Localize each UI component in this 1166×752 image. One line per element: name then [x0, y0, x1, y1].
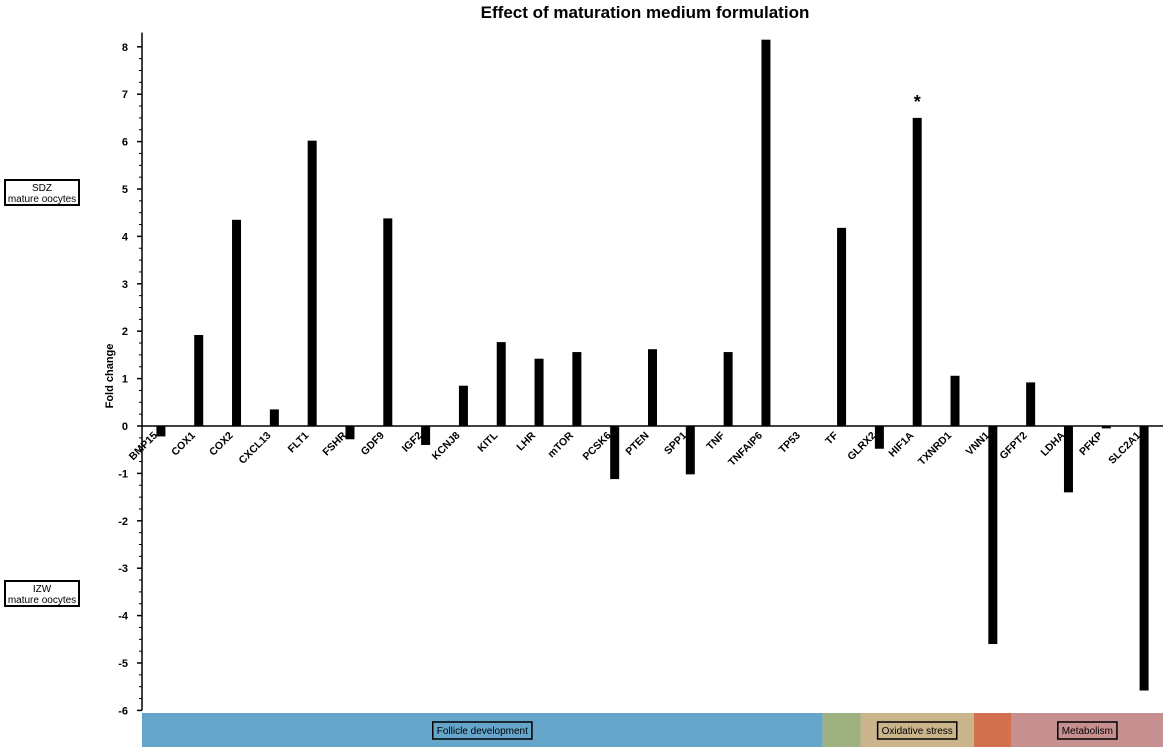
y-tick-label: 0 [122, 421, 128, 433]
bar-cxcl13 [269, 409, 279, 426]
x-tick-label-cox2: COX2 [207, 430, 236, 459]
bar-tnf [723, 352, 733, 426]
x-tick-label-ldha: LDHA [1038, 429, 1067, 458]
x-tick-label-glrx2: GLRX2 [845, 430, 878, 463]
y-tick-label: -3 [118, 563, 128, 575]
group-band-segment [822, 713, 861, 747]
x-tick-label-cox1: COX1 [169, 430, 198, 459]
sdz-label-line2: mature oocytes [7, 194, 77, 205]
significance-marker: * [914, 92, 921, 112]
sdz-side-label: SDZ mature oocytes [4, 179, 80, 206]
bar-slc2a1 [1139, 426, 1149, 691]
bar-mtor [572, 352, 582, 426]
y-ticks: -6 -5 -4 -3 -2 -1 0 1 2 3 4 5 6 7 8 [118, 42, 142, 717]
bar-ldha [1063, 426, 1073, 493]
group-band-segment [860, 713, 974, 747]
x-tick-label-cxcl13: CXCL13 [237, 430, 274, 467]
y-tick-label: 3 [122, 279, 128, 291]
bar-flt1 [307, 140, 317, 427]
x-tick-label-tf: TF [823, 429, 841, 447]
group-label: Follicle development [437, 726, 528, 737]
x-tick-label-kitl: KITL [475, 429, 500, 454]
bar-spp1 [685, 426, 695, 475]
y-tick-label: 1 [122, 374, 128, 386]
y-tick-label: 2 [122, 326, 128, 338]
annotations: * [914, 92, 921, 112]
bar-tnfaip6 [761, 39, 771, 426]
y-tick-label: -2 [118, 516, 128, 528]
bar-igf2 [421, 426, 431, 445]
bar-bmp15 [156, 426, 166, 437]
bar-lhr [534, 358, 544, 426]
x-tick-label-gdf9: GDF9 [359, 430, 387, 458]
x-tick-label-slc2a1: SLC2A1 [1106, 430, 1143, 467]
bars [156, 39, 1149, 691]
group-label: Oxidative stress [882, 726, 953, 737]
x-tick-label-pfkp: PFKP [1077, 430, 1105, 458]
x-tick-label-spp1: SPP1 [662, 430, 690, 458]
x-tick-label-pcsk6: PCSK6 [581, 430, 614, 463]
group-label-box [876, 721, 958, 740]
group-band-segment [973, 713, 1012, 747]
bar-hif1a [912, 117, 922, 427]
y-tick-label: -5 [118, 658, 128, 670]
x-tick-label-kcnj8: KCNJ8 [430, 430, 463, 463]
x-tick-label-igf2: IGF2 [400, 430, 425, 455]
izw-side-label: IZW mature oocytes [4, 580, 80, 607]
y-tick-label: -6 [118, 705, 128, 717]
bar-kitl [496, 342, 506, 426]
y-tick-label: -4 [118, 611, 129, 623]
y-tick-label: 8 [122, 42, 128, 54]
group-label: Metabolism [1062, 726, 1113, 737]
x-tick-label-tp53: TP53 [777, 430, 803, 456]
bar-vnn1 [988, 426, 998, 645]
bar-pten [648, 349, 657, 426]
y-tick-label: 5 [122, 184, 128, 196]
group-label-box [431, 721, 533, 740]
x-tick-label-tnfaip6: TNFAIP6 [726, 430, 765, 469]
bar-gdf9 [383, 218, 393, 426]
y-tick-label: 4 [122, 231, 129, 243]
y-tick-label: 6 [122, 137, 128, 149]
sdz-label-line1: SDZ [32, 183, 52, 194]
x-tick-label-flt1: FLT1 [286, 430, 312, 456]
bar-kcnj8 [458, 385, 468, 426]
bar-tf [837, 227, 847, 426]
chart-title: Effect of maturation medium formulation [481, 3, 810, 22]
bar-gfpt2 [1026, 382, 1036, 426]
bar-glrx2 [874, 426, 884, 449]
x-tick-label-mtor: mTOR [545, 429, 576, 460]
x-tick-label-tnf: TNF [704, 429, 727, 452]
x-tick-label-fshr: FSHR [320, 429, 349, 458]
x-tick-label-gfpt2: GFPT2 [997, 430, 1030, 463]
x-tick-label-pten: PTEN [623, 430, 651, 458]
bar-txnrd1 [950, 375, 960, 426]
x-tick-label-lhr: LHR [514, 429, 538, 453]
y-tick-label: -1 [118, 468, 128, 480]
x-tick-label-txnrd1: TXNRD1 [916, 430, 954, 468]
group-label-box [1057, 721, 1118, 740]
group-band-segment [1011, 713, 1163, 747]
bar-cox2 [232, 219, 242, 426]
group-band-segment [142, 713, 823, 747]
y-tick-label: 7 [122, 89, 128, 101]
y-axis-label: Fold change [104, 344, 116, 409]
category-group-band: Follicle development Oxidative stress Meta… [142, 713, 1163, 747]
x-tick-label-bmp15: BMP15 [127, 430, 160, 463]
izw-label-line1: IZW [32, 584, 52, 595]
x-tick-label-vnn1: VNN1 [964, 430, 992, 458]
x-tick-label-hif1a: HIF1A [886, 429, 916, 459]
bar-cox1 [194, 334, 204, 426]
izw-label-line2: mature oocytes [7, 595, 77, 606]
bar-fshr [345, 426, 355, 440]
bar-pcsk6 [610, 426, 620, 480]
bar-pfkp [1101, 426, 1111, 429]
